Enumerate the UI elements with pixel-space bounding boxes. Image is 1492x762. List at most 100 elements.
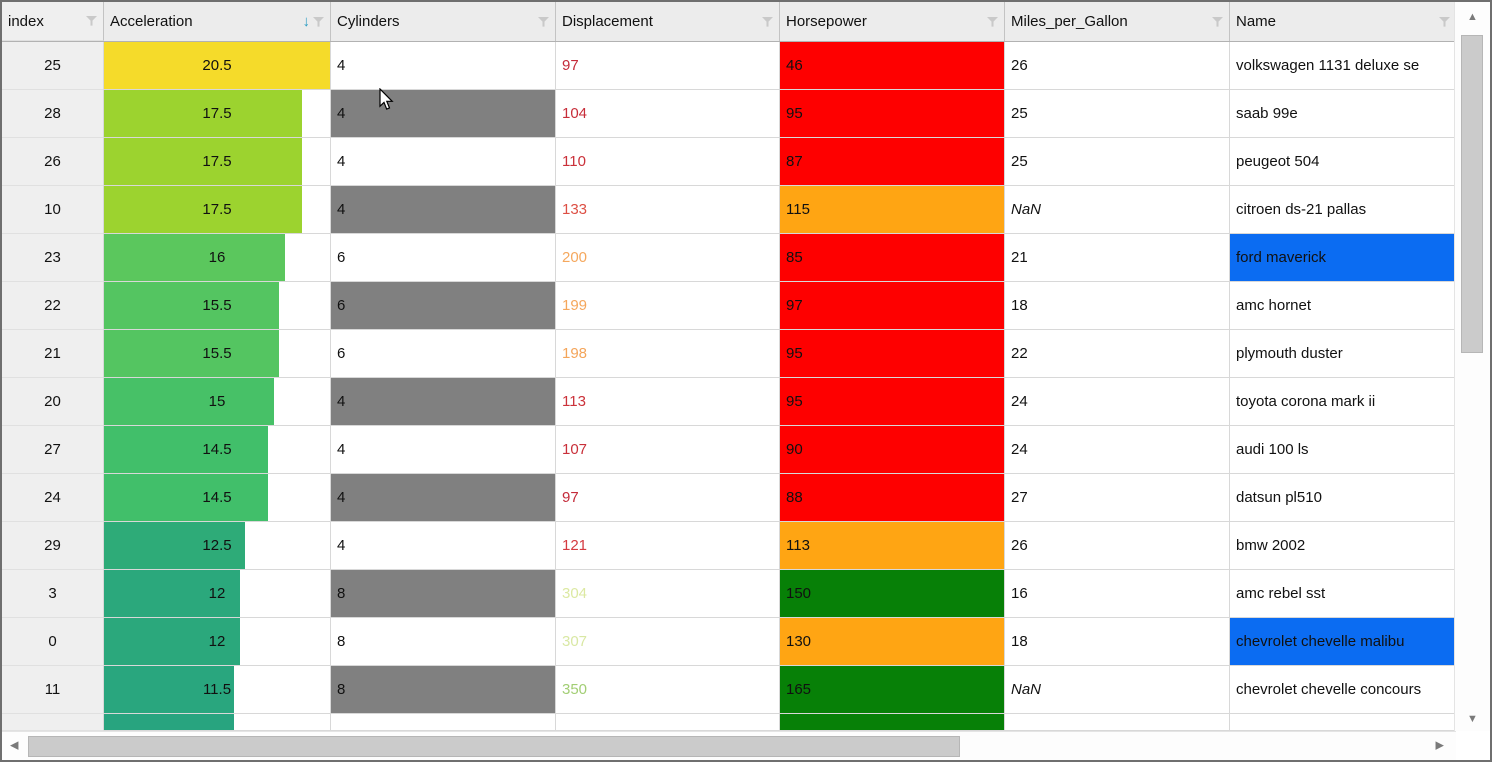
- cylinders-cell[interactable]: 4: [331, 426, 556, 474]
- horsepower-cell[interactable]: 113: [780, 522, 1005, 570]
- miles-per-gallon-cell[interactable]: 21: [1005, 234, 1230, 282]
- row-index-cell[interactable]: 28: [2, 90, 104, 138]
- displacement-cell[interactable]: 199: [556, 282, 780, 330]
- miles-per-gallon-cell[interactable]: 27: [1005, 474, 1230, 522]
- horsepower-cell[interactable]: 95: [780, 330, 1005, 378]
- horsepower-cell[interactable]: 150: [780, 570, 1005, 618]
- miles-per-gallon-cell[interactable]: 18: [1005, 282, 1230, 330]
- displacement-cell[interactable]: 107: [556, 426, 780, 474]
- displacement-cell[interactable]: 133: [556, 186, 780, 234]
- miles-per-gallon-cell[interactable]: NaN: [1005, 666, 1230, 714]
- filter-funnel-icon[interactable]: [86, 16, 97, 26]
- column-header-cylinders[interactable]: Cylinders: [331, 2, 556, 41]
- scroll-left-arrow-icon[interactable]: ◀: [10, 739, 19, 752]
- row-index-cell[interactable]: 11: [2, 666, 104, 714]
- sort-descending-arrow-icon[interactable]: ↓: [302, 13, 311, 30]
- horsepower-cell[interactable]: 87: [780, 138, 1005, 186]
- miles-per-gallon-cell[interactable]: 18: [1005, 618, 1230, 666]
- row-index-cell[interactable]: 20: [2, 378, 104, 426]
- name-cell[interactable]: volkswagen 1131 deluxe se: [1230, 42, 1456, 90]
- miles-per-gallon-cell[interactable]: 24: [1005, 426, 1230, 474]
- acceleration-cell[interactable]: 15.5: [104, 282, 331, 330]
- acceleration-cell[interactable]: 12: [104, 618, 331, 666]
- miles-per-gallon-cell[interactable]: 24: [1005, 378, 1230, 426]
- row-index-cell[interactable]: 25: [2, 42, 104, 90]
- name-cell[interactable]: plymouth duster: [1230, 330, 1456, 378]
- name-cell[interactable]: citroen ds-21 pallas: [1230, 186, 1456, 234]
- acceleration-cell[interactable]: 12.5: [104, 522, 331, 570]
- acceleration-cell[interactable]: 11.5: [104, 666, 331, 714]
- miles-per-gallon-cell[interactable]: 26: [1005, 42, 1230, 90]
- displacement-cell[interactable]: 200: [556, 234, 780, 282]
- acceleration-cell[interactable]: 20.5: [104, 42, 331, 90]
- column-header-miles-per-gallon[interactable]: Miles_per_Gallon: [1005, 2, 1230, 41]
- cylinders-cell[interactable]: 8: [331, 618, 556, 666]
- horsepower-cell[interactable]: 165: [780, 666, 1005, 714]
- horsepower-cell[interactable]: 46: [780, 42, 1005, 90]
- horsepower-cell[interactable]: 130: [780, 618, 1005, 666]
- horsepower-cell[interactable]: 95: [780, 90, 1005, 138]
- scroll-right-arrow-icon[interactable]: ▶: [1435, 739, 1444, 752]
- displacement-cell[interactable]: 198: [556, 330, 780, 378]
- name-cell[interactable]: audi 100 ls: [1230, 426, 1456, 474]
- miles-per-gallon-cell[interactable]: NaN: [1005, 186, 1230, 234]
- row-index-cell[interactable]: 26: [2, 138, 104, 186]
- displacement-cell[interactable]: 121: [556, 522, 780, 570]
- column-header-displacement[interactable]: Displacement: [556, 2, 780, 41]
- acceleration-cell[interactable]: 15.5: [104, 330, 331, 378]
- name-cell[interactable]: toyota corona mark ii: [1230, 378, 1456, 426]
- miles-per-gallon-cell[interactable]: 25: [1005, 138, 1230, 186]
- displacement-cell[interactable]: 113: [556, 378, 780, 426]
- scroll-down-arrow-icon[interactable]: ▼: [1467, 713, 1478, 725]
- column-header-index[interactable]: index: [2, 2, 104, 41]
- displacement-cell[interactable]: 304: [556, 570, 780, 618]
- acceleration-cell[interactable]: 17.5: [104, 138, 331, 186]
- cylinders-cell[interactable]: 4: [331, 522, 556, 570]
- cylinders-cell[interactable]: 4: [331, 378, 556, 426]
- horizontal-scrollbar-thumb[interactable]: [28, 736, 960, 757]
- displacement-cell[interactable]: 97: [556, 42, 780, 90]
- horsepower-cell[interactable]: [780, 714, 1005, 731]
- miles-per-gallon-cell[interactable]: 22: [1005, 330, 1230, 378]
- name-cell[interactable]: ford maverick: [1230, 234, 1456, 282]
- filter-funnel-icon[interactable]: [1439, 16, 1450, 27]
- name-cell[interactable]: chevrolet chevelle concours: [1230, 666, 1456, 714]
- cylinders-cell[interactable]: 6: [331, 282, 556, 330]
- column-header-name[interactable]: Name: [1230, 2, 1456, 41]
- cylinders-cell[interactable]: 6: [331, 330, 556, 378]
- name-cell[interactable]: amc hornet: [1230, 282, 1456, 330]
- acceleration-cell[interactable]: 17.5: [104, 186, 331, 234]
- displacement-cell[interactable]: 97: [556, 474, 780, 522]
- name-cell[interactable]: saab 99e: [1230, 90, 1456, 138]
- scroll-up-arrow-icon[interactable]: ▲: [1467, 11, 1478, 23]
- row-index-cell[interactable]: 21: [2, 330, 104, 378]
- miles-per-gallon-cell[interactable]: 16: [1005, 570, 1230, 618]
- horizontal-scrollbar[interactable]: ◀ ▶: [2, 731, 1456, 760]
- acceleration-cell[interactable]: 14.5: [104, 426, 331, 474]
- row-index-cell[interactable]: 24: [2, 474, 104, 522]
- miles-per-gallon-cell[interactable]: 26: [1005, 522, 1230, 570]
- cylinders-cell[interactable]: 4: [331, 186, 556, 234]
- row-index-cell[interactable]: [2, 714, 104, 731]
- cylinders-cell[interactable]: 4: [331, 90, 556, 138]
- horsepower-cell[interactable]: 95: [780, 378, 1005, 426]
- column-header-horsepower[interactable]: Horsepower: [780, 2, 1005, 41]
- cylinders-cell[interactable]: 8: [331, 570, 556, 618]
- name-cell[interactable]: [1230, 714, 1456, 731]
- row-index-cell[interactable]: 22: [2, 282, 104, 330]
- displacement-cell[interactable]: 110: [556, 138, 780, 186]
- miles-per-gallon-cell[interactable]: 25: [1005, 90, 1230, 138]
- filter-funnel-icon[interactable]: [1212, 16, 1223, 27]
- name-cell[interactable]: amc rebel sst: [1230, 570, 1456, 618]
- displacement-cell[interactable]: [556, 714, 780, 731]
- acceleration-cell[interactable]: 12: [104, 570, 331, 618]
- vertical-scrollbar[interactable]: ▲ ▼: [1454, 2, 1490, 731]
- column-header-acceleration[interactable]: Acceleration ↓: [104, 2, 331, 41]
- name-cell[interactable]: bmw 2002: [1230, 522, 1456, 570]
- displacement-cell[interactable]: 350: [556, 666, 780, 714]
- cylinders-cell[interactable]: [331, 714, 556, 731]
- acceleration-cell[interactable]: [104, 714, 331, 731]
- displacement-cell[interactable]: 104: [556, 90, 780, 138]
- acceleration-cell[interactable]: 14.5: [104, 474, 331, 522]
- name-cell[interactable]: peugeot 504: [1230, 138, 1456, 186]
